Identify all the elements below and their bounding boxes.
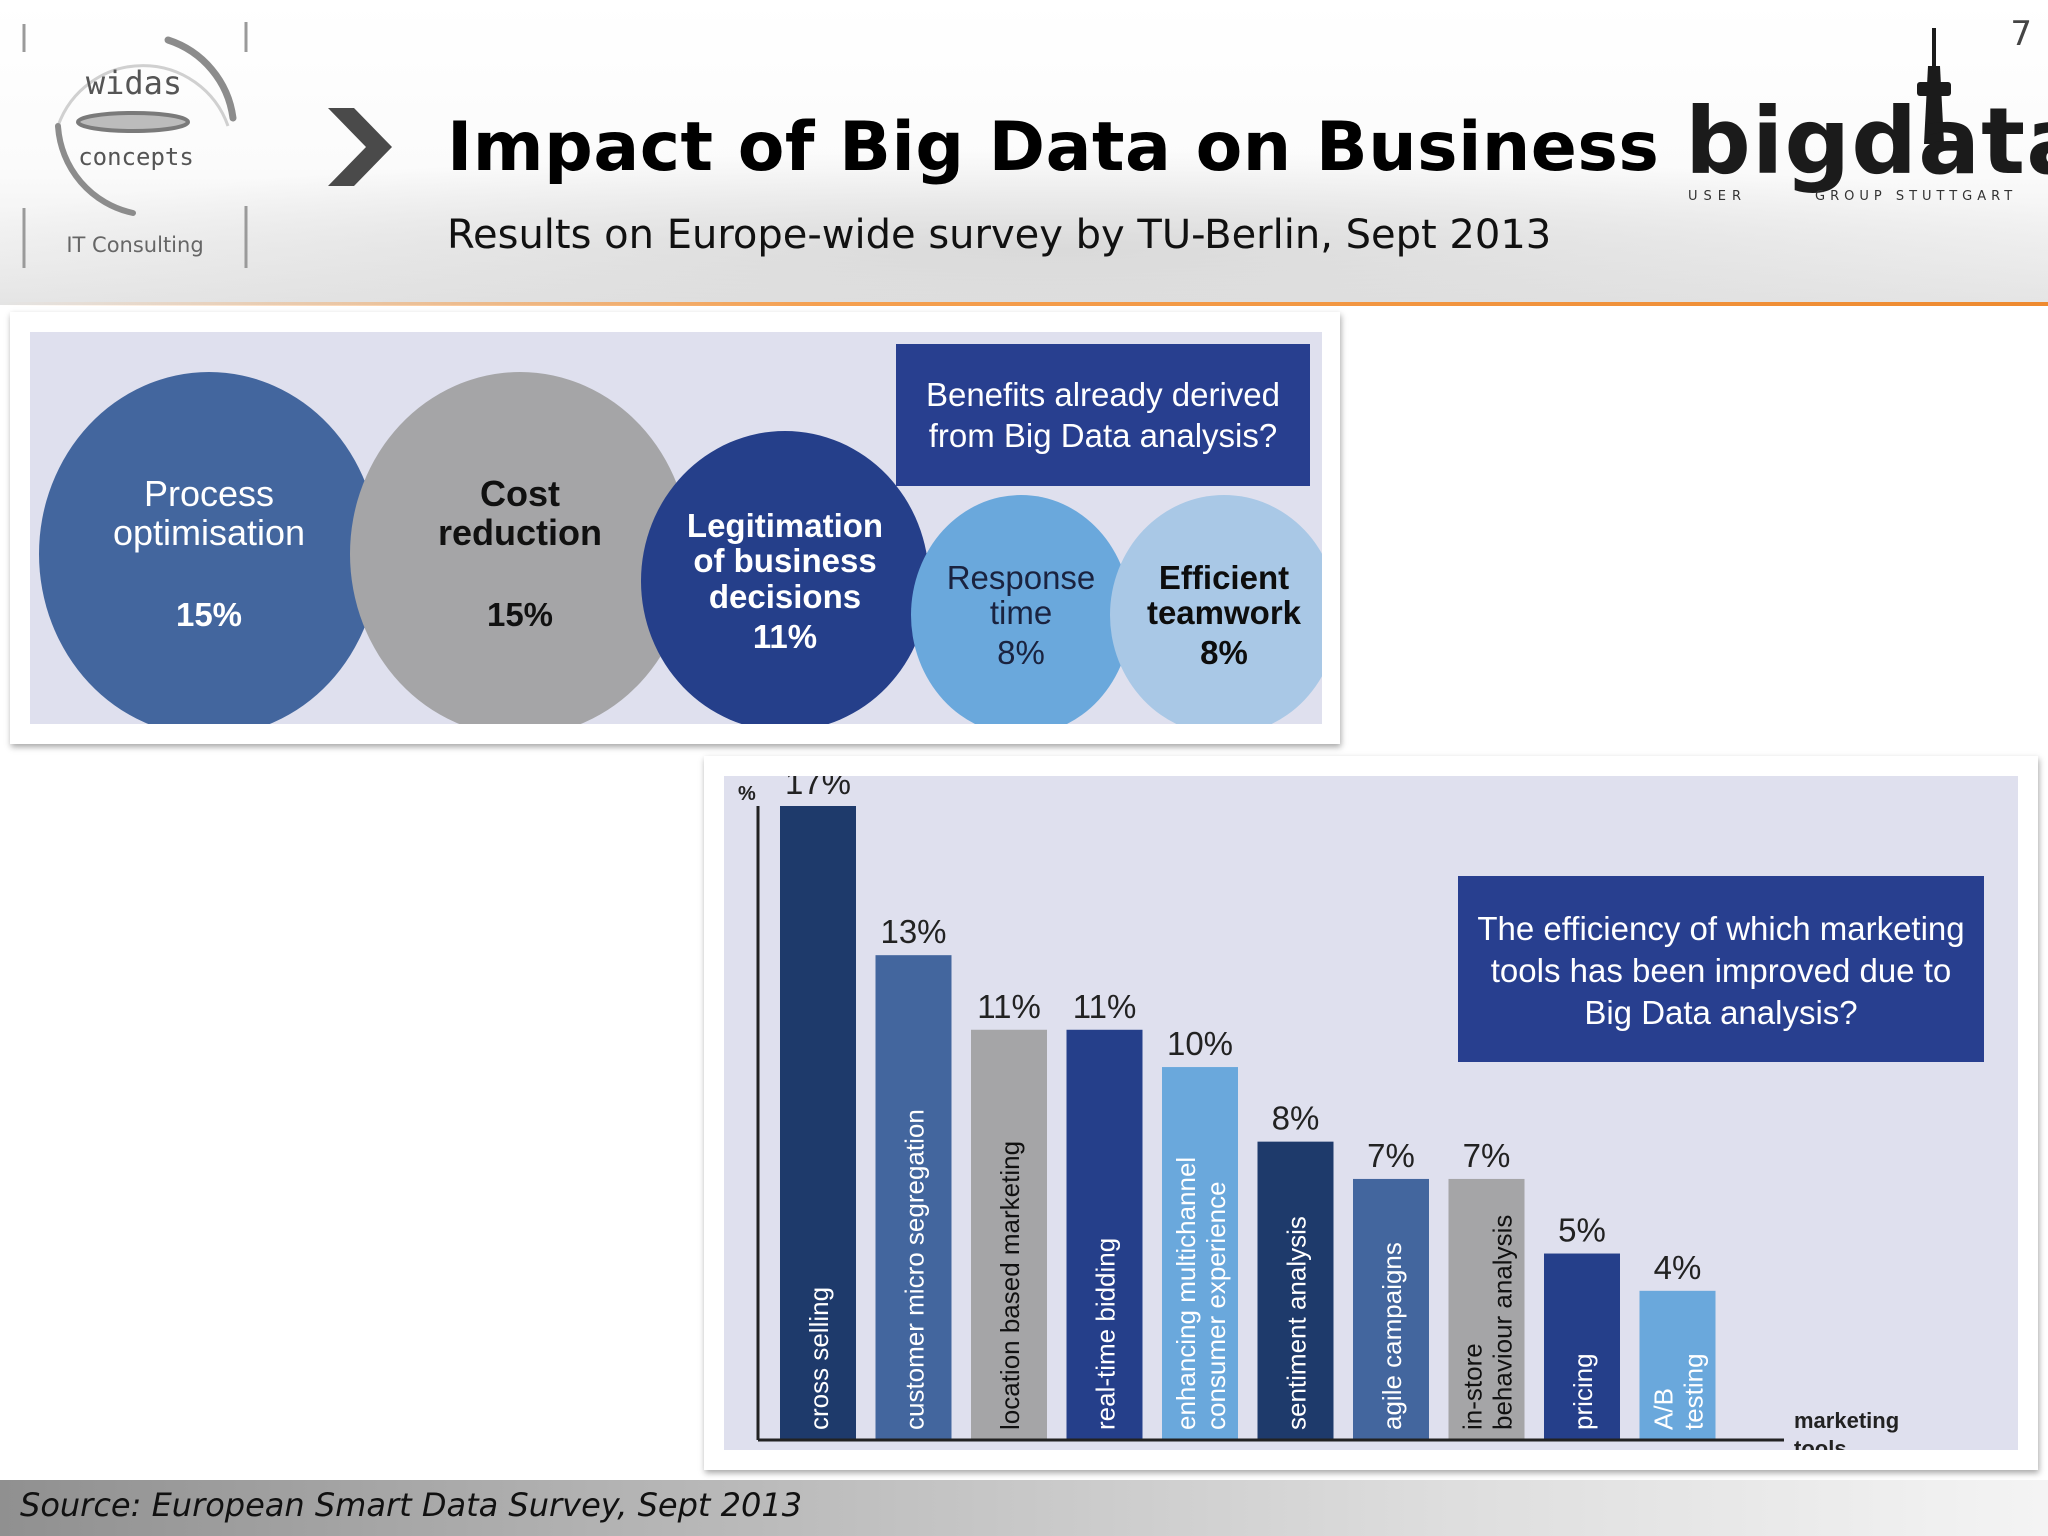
bar-location-based-marketing bbox=[971, 1029, 1047, 1440]
bubble-value: 15% bbox=[486, 596, 554, 634]
value-label-customer-micro-segregation: 13% bbox=[880, 913, 946, 950]
marketing-panel: 17% cross selling 13% customer micro segreg… bbox=[704, 756, 2038, 1470]
category-label-agile-campaigns: agile campaigns bbox=[1377, 1242, 1407, 1430]
slide-footer: Source: European Smart Data Survey, Sept… bbox=[0, 1480, 2048, 1536]
marketing-question-line-1: The efficiency of which marketing bbox=[1477, 910, 1964, 947]
value-label-sentiment-analysis: 8% bbox=[1272, 1100, 1320, 1137]
bubble-value: 8% bbox=[1200, 633, 1248, 671]
benefits-chart: Process optimisation 15% Cost reduction … bbox=[30, 332, 1322, 724]
bigdata-logo-right-tag: GROUP STUTTGART bbox=[1815, 189, 2018, 204]
bubble-label: Cost reduction bbox=[437, 473, 602, 554]
x-axis-label-line-2: tools bbox=[1794, 1436, 1847, 1450]
bar-sentiment-analysis bbox=[1257, 1141, 1334, 1440]
value-label-pricing: 5% bbox=[1558, 1212, 1606, 1249]
value-label-agile-campaigns: 7% bbox=[1367, 1137, 1415, 1174]
marketing-question-line-2: tools has been improved due to bbox=[1491, 952, 1951, 989]
bubble-process-optimisation: Process optimisation 15% bbox=[39, 372, 379, 724]
marketing-question-line-3: Big Data analysis? bbox=[1584, 994, 1857, 1031]
bubble-cost-reduction: Cost reduction 15% bbox=[350, 372, 690, 724]
category-label-cross-selling: cross selling bbox=[804, 1287, 834, 1430]
source-citation: Source: European Smart Data Survey, Sept… bbox=[20, 1486, 803, 1524]
bar-customer-micro-segregation bbox=[875, 955, 952, 1440]
value-label-a-b-testing: 4% bbox=[1654, 1249, 1702, 1286]
bubble-label: Efficient teamwork bbox=[1146, 558, 1302, 632]
page-subtitle: Results on Europe-wide survey by TU-Berl… bbox=[447, 212, 1552, 258]
category-label-enhancing-multichannel-consumer-experience: enhancing multichannel bbox=[1171, 1157, 1201, 1430]
benefits-question-text: Benefits already derived from Big Data a… bbox=[925, 375, 1281, 454]
category-label-real-time-bidding: real-time bidding bbox=[1091, 1238, 1121, 1430]
bigdata-tower-icon bbox=[1917, 28, 1951, 144]
widas-logo-name: widas bbox=[86, 64, 182, 102]
bar-a-b-testing bbox=[1639, 1290, 1716, 1440]
bubble-response-time: Response time 8% bbox=[911, 495, 1131, 724]
page-title: Impact of Big Data on Business bbox=[447, 108, 1660, 187]
category-label-a-b-testing: testing bbox=[1679, 1353, 1709, 1430]
bars-layer: 17% cross selling 13% customer micro segreg… bbox=[780, 776, 1716, 1440]
bubble-label: Response time bbox=[946, 558, 1096, 632]
widas-logo-tagline: concepts bbox=[78, 143, 194, 171]
y-axis-label: % bbox=[738, 783, 756, 805]
bar-agile-campaigns bbox=[1353, 1178, 1429, 1440]
bar-in-store-behaviour-analysis bbox=[1448, 1178, 1525, 1440]
chevron-right-icon bbox=[328, 108, 392, 186]
bubble-label: Process optimisation bbox=[112, 473, 306, 554]
benefits-panel: Process optimisation 15% Cost reduction … bbox=[10, 312, 1340, 744]
bubble-label: Legitimation of business decisions bbox=[686, 506, 884, 615]
category-label-in-store-behaviour-analysis: behaviour analysis bbox=[1488, 1215, 1518, 1430]
bigdata-logo-word: bigdata bbox=[1685, 88, 2048, 195]
bubble-value: 15% bbox=[175, 596, 243, 634]
x-axis-label-line-1: marketing bbox=[1794, 1408, 1899, 1433]
category-label-sentiment-analysis: sentiment analysis bbox=[1282, 1216, 1312, 1430]
marketing-question-box bbox=[1458, 876, 1984, 1062]
bubble-legitimation-of-business-decisions: Legitimation of business decisions 11% bbox=[641, 431, 929, 724]
value-label-enhancing-multichannel-consumer-experience: 10% bbox=[1167, 1025, 1233, 1062]
bubble-value: 11% bbox=[752, 617, 818, 655]
bigdata-logo-left-tag: USER bbox=[1688, 189, 1748, 204]
marketing-tools-bar-chart: 17% cross selling 13% customer micro segreg… bbox=[724, 776, 2018, 1450]
value-label-cross-selling: 17% bbox=[785, 776, 851, 801]
bar-pricing bbox=[1544, 1253, 1620, 1440]
bar-enhancing-multichannel-consumer-experience bbox=[1162, 1067, 1238, 1440]
category-label-customer-micro-segregation: customer micro segregation bbox=[900, 1109, 930, 1430]
page-number: 7 bbox=[2010, 14, 2032, 54]
category-label-in-store-behaviour-analysis: in-store bbox=[1458, 1343, 1488, 1430]
widas-logo-subline: IT Consulting bbox=[66, 233, 203, 257]
value-label-in-store-behaviour-analysis: 7% bbox=[1463, 1137, 1511, 1174]
category-label-enhancing-multichannel-consumer-experience: consumer experience bbox=[1201, 1181, 1231, 1430]
bar-real-time-bidding bbox=[1066, 1029, 1143, 1440]
bar-cross-selling bbox=[780, 806, 856, 1440]
category-label-location-based-marketing: location based marketing bbox=[995, 1141, 1025, 1430]
slide-header: widas concepts IT Consulting Impact of B… bbox=[0, 0, 2048, 305]
category-label-a-b-testing: A/B bbox=[1649, 1388, 1679, 1430]
value-label-real-time-bidding: 11% bbox=[1073, 988, 1137, 1025]
category-label-pricing: pricing bbox=[1568, 1353, 1598, 1430]
header-accent-line bbox=[0, 302, 2048, 306]
bubble-efficient-teamwork: Efficient teamwork 8% bbox=[1110, 495, 1322, 724]
value-label-location-based-marketing: 11% bbox=[977, 988, 1041, 1025]
bubble-value: 8% bbox=[997, 633, 1045, 671]
widas-concepts-logo: widas concepts IT Consulting bbox=[22, 22, 248, 268]
benefits-question-box: Benefits already derived from Big Data a… bbox=[896, 344, 1310, 486]
